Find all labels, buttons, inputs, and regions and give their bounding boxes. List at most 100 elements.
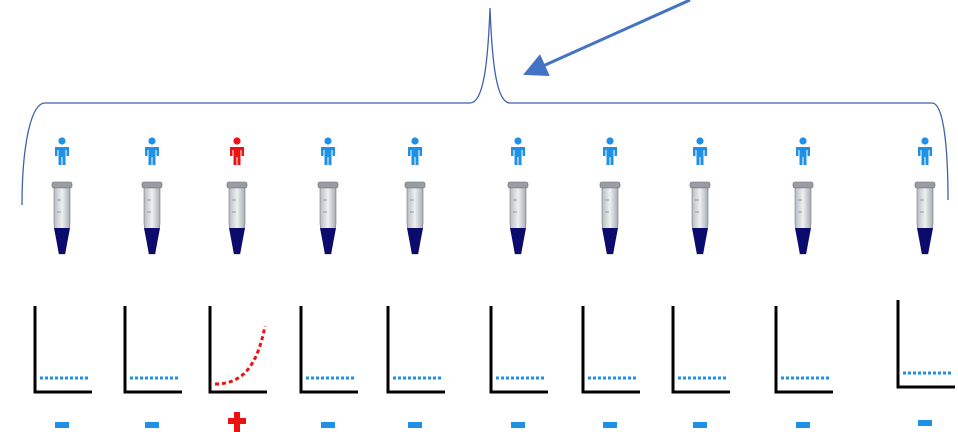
- tube-liquid: [602, 228, 618, 254]
- pcr-chart: [583, 306, 640, 392]
- sample-tube: [142, 182, 162, 254]
- chart-axes: [776, 306, 833, 392]
- person-icon: [796, 137, 810, 165]
- pcr-chart: [898, 300, 955, 387]
- tube-cap: [405, 182, 425, 188]
- person-head: [58, 137, 65, 144]
- sample-tube: [318, 182, 338, 254]
- person-body: [321, 147, 335, 165]
- sample-tube: [915, 182, 935, 254]
- pcr-chart: [673, 306, 730, 392]
- pcr-chart: [388, 306, 445, 392]
- person-head: [696, 137, 703, 144]
- person-icon: [230, 137, 244, 165]
- person-head: [233, 137, 240, 144]
- sample-tube: [600, 182, 620, 254]
- page: (() => { JSON.parse(document.getElementB…: [0, 0, 958, 432]
- tube-cap: [52, 182, 72, 188]
- person-icon: [693, 137, 707, 165]
- tube-cap: [227, 182, 247, 188]
- person-head: [799, 137, 806, 144]
- person-head: [606, 137, 613, 144]
- positive-sign: [228, 412, 246, 432]
- pool-arrow: [534, 0, 690, 70]
- person-icon: [603, 137, 617, 165]
- person-head: [411, 137, 418, 144]
- chart-axes: [583, 306, 640, 392]
- tube-cap: [318, 182, 338, 188]
- person-icon: [408, 137, 422, 165]
- chart-axes: [35, 306, 92, 392]
- negative-sign: [693, 422, 707, 428]
- sample-tube: [690, 182, 710, 254]
- sample-tube: [405, 182, 425, 254]
- pcr-chart: [301, 306, 358, 392]
- sample-tube: [508, 182, 528, 254]
- person-body: [145, 147, 159, 165]
- tube-liquid: [144, 228, 160, 254]
- pool-brace: [22, 8, 948, 205]
- sample-column: [898, 137, 955, 426]
- negative-sign: [408, 422, 422, 428]
- chart-axes: [673, 306, 730, 392]
- sample-tube: [52, 182, 72, 254]
- tube-liquid: [54, 228, 70, 254]
- sample-column: [35, 137, 92, 428]
- negative-sign: [918, 420, 932, 426]
- person-icon: [145, 137, 159, 165]
- sample-tube: [227, 182, 247, 254]
- sample-column: [388, 137, 445, 428]
- person-body: [408, 147, 422, 165]
- negative-sign: [511, 422, 525, 428]
- tube-liquid: [917, 228, 933, 254]
- amplification-curve: [215, 326, 265, 384]
- tube-cap: [690, 182, 710, 188]
- person-body: [603, 147, 617, 165]
- tube-cap: [142, 182, 162, 188]
- tube-cap: [915, 182, 935, 188]
- tube-liquid: [692, 228, 708, 254]
- person-body: [55, 147, 69, 165]
- pcr-chart: [776, 306, 833, 392]
- person-body: [693, 147, 707, 165]
- sample-column: [776, 137, 833, 428]
- tube-cap: [793, 182, 813, 188]
- sample-tube: [793, 182, 813, 254]
- pcr-chart: [35, 306, 92, 392]
- chart-axes: [125, 306, 182, 392]
- tube-liquid: [229, 228, 245, 254]
- pcr-chart: [210, 306, 267, 392]
- tube-liquid: [510, 228, 526, 254]
- pooled-testing-diagram: [0, 0, 958, 432]
- person-icon: [511, 137, 525, 165]
- tube-cap: [600, 182, 620, 188]
- person-body: [796, 147, 810, 165]
- tube-liquid: [795, 228, 811, 254]
- negative-sign: [55, 422, 69, 428]
- sample-column: [583, 137, 640, 428]
- person-head: [921, 137, 928, 144]
- sample-column: [210, 137, 267, 432]
- chart-axes: [301, 306, 358, 392]
- sample-column: [491, 137, 548, 428]
- sample-column: [301, 137, 358, 428]
- chart-axes: [898, 300, 955, 387]
- negative-sign: [321, 422, 335, 428]
- person-icon: [321, 137, 335, 165]
- person-head: [324, 137, 331, 144]
- person-body: [230, 147, 244, 165]
- tube-liquid: [320, 228, 336, 254]
- person-icon: [55, 137, 69, 165]
- chart-axes: [388, 306, 445, 392]
- negative-sign: [796, 422, 810, 428]
- person-icon: [918, 137, 932, 165]
- person-body: [918, 147, 932, 165]
- sample-column: [125, 137, 182, 428]
- tube-liquid: [407, 228, 423, 254]
- sample-columns: [35, 137, 955, 432]
- person-head: [514, 137, 521, 144]
- person-head: [148, 137, 155, 144]
- sample-column: [673, 137, 730, 428]
- pcr-chart: [125, 306, 182, 392]
- negative-sign: [145, 422, 159, 428]
